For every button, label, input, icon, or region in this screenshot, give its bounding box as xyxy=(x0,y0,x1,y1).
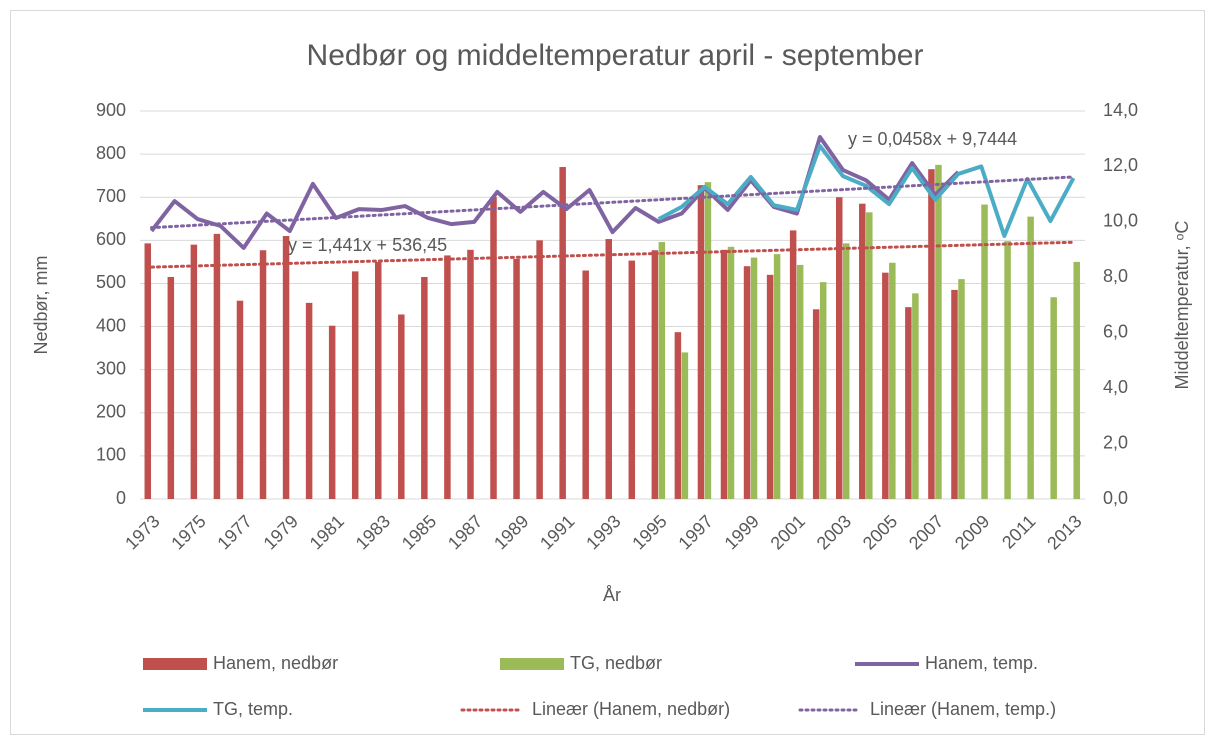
y2-tick-label: 6,0 xyxy=(1103,321,1128,341)
bar xyxy=(835,197,843,499)
bar xyxy=(351,271,359,499)
bar xyxy=(582,270,589,499)
y-tick-label: 600 xyxy=(96,229,126,249)
bar xyxy=(958,279,965,499)
y2-tick-label: 4,0 xyxy=(1103,377,1128,397)
chart-title: Nedbør og middeltemperatur april - septe… xyxy=(307,39,924,72)
bar xyxy=(796,264,804,499)
bar xyxy=(789,230,797,499)
bar xyxy=(398,314,405,499)
bar xyxy=(697,185,705,499)
line xyxy=(149,135,960,250)
bar xyxy=(236,300,244,499)
bar xyxy=(704,182,712,499)
bar xyxy=(842,243,850,499)
line xyxy=(657,143,1076,238)
bar xyxy=(674,332,682,499)
bar xyxy=(882,272,889,499)
trendline-label: y = 0,0458x + 9,7444 xyxy=(848,129,1017,149)
bar xyxy=(536,240,543,500)
y2-tick-label: 10,0 xyxy=(1103,211,1138,231)
bar xyxy=(681,352,689,499)
y-tick-label: 900 xyxy=(96,100,126,120)
bar xyxy=(727,246,735,499)
legend-swatch xyxy=(500,658,564,670)
bar xyxy=(651,250,659,499)
y-tick-label: 700 xyxy=(96,186,126,206)
bar xyxy=(935,164,942,499)
legend-label: TG, temp. xyxy=(213,699,293,719)
x-axis-label: År xyxy=(603,585,621,605)
bar xyxy=(628,260,636,499)
bar xyxy=(866,212,873,500)
bar xyxy=(750,257,758,499)
bar xyxy=(951,289,958,499)
legend-swatch xyxy=(143,658,207,670)
bar xyxy=(658,242,666,499)
bar xyxy=(981,204,988,499)
bar xyxy=(421,276,428,499)
bar xyxy=(467,249,474,499)
bar xyxy=(859,203,866,499)
y-tick-label: 100 xyxy=(96,445,126,465)
bar xyxy=(1004,241,1011,499)
bar xyxy=(167,276,175,499)
y2-tick-label: 2,0 xyxy=(1103,432,1128,452)
bar xyxy=(375,261,382,499)
y-tick-label: 500 xyxy=(96,272,126,292)
bar xyxy=(889,262,896,499)
legend-label: Hanem, nedbør xyxy=(213,653,338,673)
y-tick-label: 400 xyxy=(96,315,126,335)
bar xyxy=(559,167,566,500)
y-tick-label: 0 xyxy=(116,488,126,508)
bar xyxy=(720,249,728,499)
bar xyxy=(282,236,290,499)
bar xyxy=(1027,216,1034,499)
bar xyxy=(190,244,198,499)
bar xyxy=(1073,261,1080,499)
trendline xyxy=(150,175,1075,230)
y2-tick-label: 12,0 xyxy=(1103,155,1138,175)
bar xyxy=(766,274,774,499)
y-tick-label: 800 xyxy=(96,143,126,163)
bar xyxy=(605,239,612,500)
bar xyxy=(213,233,221,499)
legend-label: Hanem, temp. xyxy=(925,653,1038,673)
bar xyxy=(490,197,497,499)
bar xyxy=(928,169,935,499)
bar xyxy=(912,293,919,499)
legend-label: Lineær (Hanem, nedbør) xyxy=(532,699,730,719)
bar xyxy=(444,255,451,499)
trendline-label: y = 1,441x + 536,45 xyxy=(288,235,447,255)
y2-tick-label: 14,0 xyxy=(1103,100,1138,120)
bar xyxy=(259,250,267,499)
bar xyxy=(513,258,520,499)
bar xyxy=(328,325,336,499)
y2-tick-label: 0,0 xyxy=(1103,488,1128,508)
bar xyxy=(812,309,820,499)
y2-tick-label: 8,0 xyxy=(1103,266,1128,286)
legend-label: TG, nedbør xyxy=(570,653,662,673)
bar xyxy=(144,243,152,499)
bar xyxy=(305,302,313,499)
y2-axis-label: Middeltemperatur, ᵒC xyxy=(1172,221,1192,390)
legend-label: Lineær (Hanem, temp.) xyxy=(870,699,1056,719)
bar xyxy=(773,254,781,499)
y-axis-label: Nedbør, mm xyxy=(31,255,51,354)
bar xyxy=(819,282,827,499)
bar xyxy=(743,266,751,499)
bar xyxy=(1050,297,1057,499)
y-tick-label: 300 xyxy=(96,358,126,378)
y-tick-label: 200 xyxy=(96,402,126,422)
bar xyxy=(905,307,912,499)
trendline xyxy=(150,240,1075,269)
